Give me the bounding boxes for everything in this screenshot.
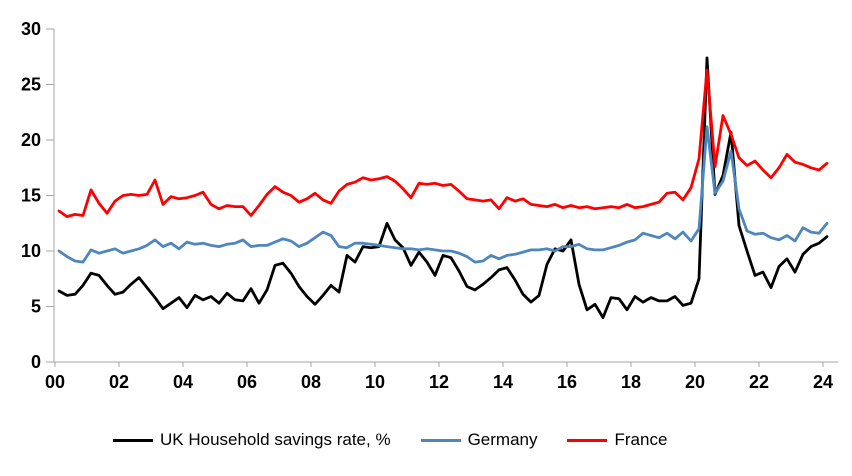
germany-line-swatch — [420, 438, 461, 442]
france-line-swatch — [567, 438, 608, 442]
x-tick-label-16: 16 — [557, 372, 577, 392]
x-tick-label-08: 08 — [301, 372, 321, 392]
france-legend-label: France — [614, 430, 668, 449]
x-tick-label-00: 00 — [45, 372, 65, 392]
y-tick-label-0: 0 — [31, 352, 41, 372]
y-tick-label-30: 30 — [21, 19, 41, 39]
series-line-uk — [57, 56, 829, 320]
x-tick-label-12: 12 — [429, 372, 449, 392]
y-tick-label-20: 20 — [21, 130, 41, 150]
x-tick-label-20: 20 — [685, 372, 705, 392]
germany-legend-label: Germany — [467, 430, 538, 449]
plot-area: 0 5 10 15 20 25 30 00 02 04 06 08 10 12 14 16 18 20 22 24 — [21, 19, 838, 392]
chart-legend: UK Household savings rate, % Germany Fra… — [113, 428, 667, 452]
uk-legend-label: UK Household savings rate, % — [160, 430, 391, 449]
x-tick-label-06: 06 — [237, 372, 257, 392]
x-tick-label-22: 22 — [749, 372, 769, 392]
series-line-germany — [57, 125, 829, 264]
y-tick-label-5: 5 — [31, 297, 41, 317]
y-tick-label-25: 25 — [21, 75, 41, 95]
uk-line-swatch — [113, 438, 153, 442]
x-tick-label-24: 24 — [813, 372, 833, 392]
x-tick-label-10: 10 — [365, 372, 385, 392]
x-tick-label-14: 14 — [493, 372, 513, 392]
legend-item-germany: Germany — [420, 428, 538, 452]
x-tick-label-02: 02 — [109, 372, 129, 392]
legend-item-france: France — [567, 428, 667, 452]
legend-item-uk: UK Household savings rate, % — [113, 428, 391, 452]
series-line-france — [57, 68, 829, 219]
y-tick-label-15: 15 — [21, 186, 41, 206]
x-tick-label-18: 18 — [621, 372, 641, 392]
y-tick-label-10: 10 — [21, 241, 41, 261]
x-tick-label-04: 04 — [173, 372, 193, 392]
